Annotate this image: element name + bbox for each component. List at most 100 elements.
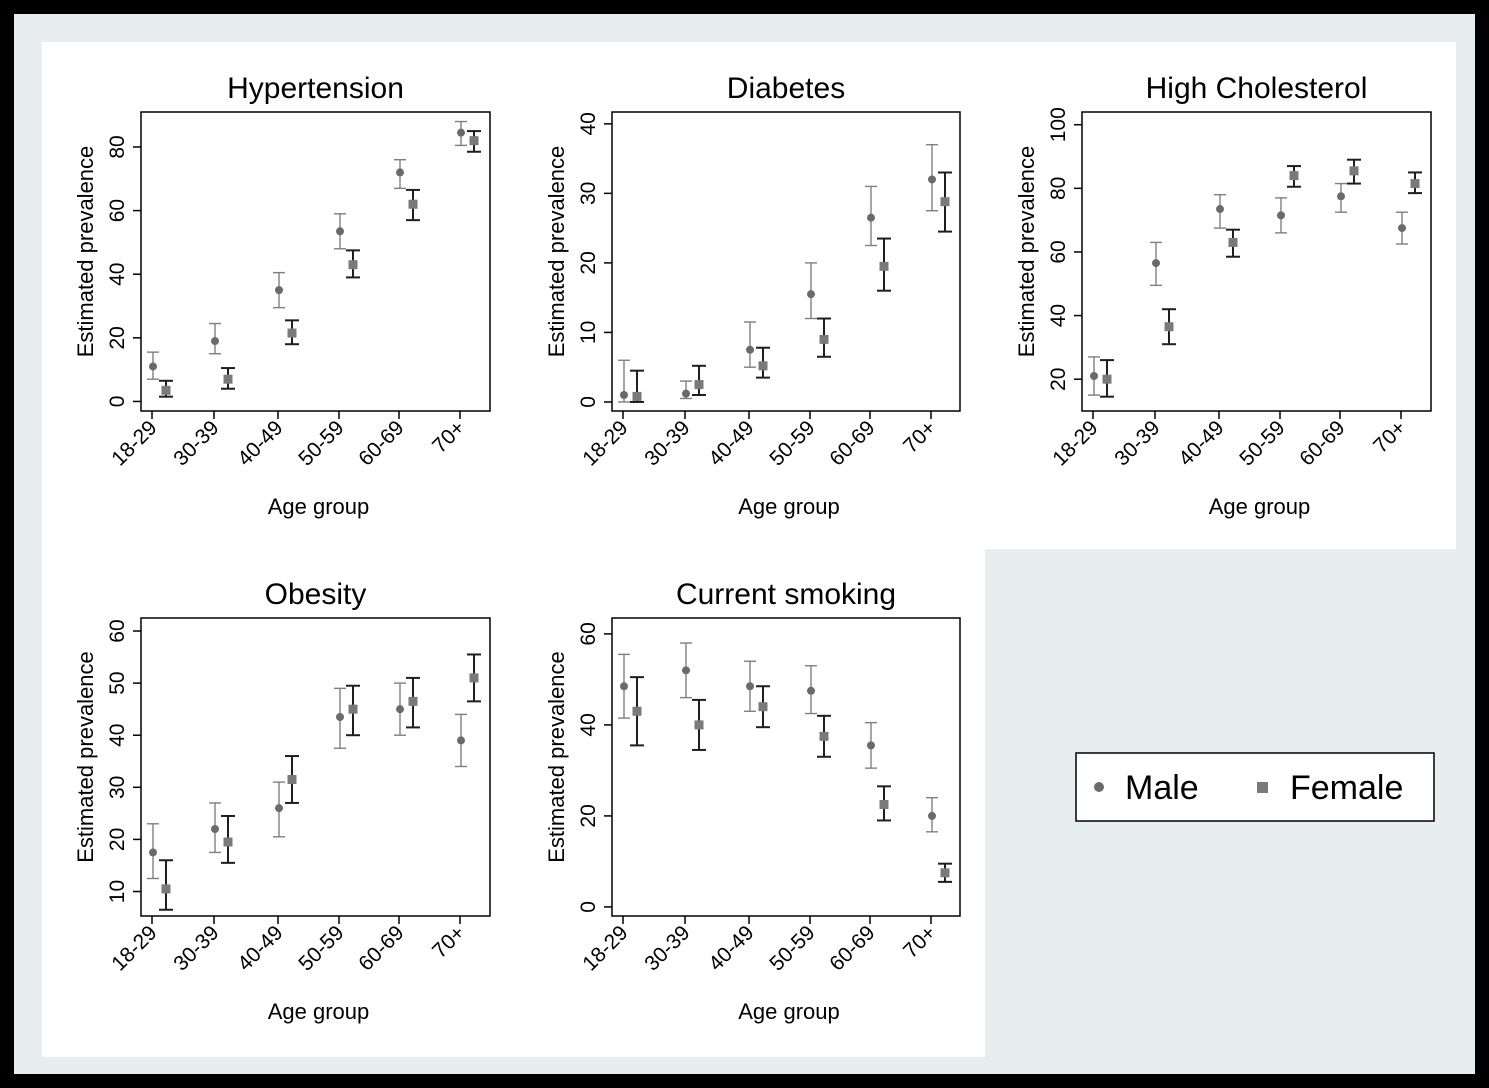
chart-title: Diabetes bbox=[727, 72, 845, 105]
y-tick-label: 50 bbox=[106, 671, 129, 694]
female-point bbox=[1349, 166, 1359, 176]
female-point bbox=[469, 136, 479, 146]
female-point bbox=[1289, 171, 1299, 181]
female-point bbox=[348, 704, 358, 714]
male-point bbox=[1216, 205, 1224, 214]
y-axis-label: Estimated prevalence bbox=[73, 146, 98, 358]
male-point bbox=[149, 362, 157, 371]
y-tick-label: 80 bbox=[1047, 177, 1070, 200]
chart-title: High Cholesterol bbox=[1146, 72, 1368, 105]
y-tick-label: 60 bbox=[577, 622, 600, 645]
female-point bbox=[758, 361, 768, 371]
male-point bbox=[620, 682, 628, 691]
y-axis-label: Estimated prevalence bbox=[544, 146, 569, 358]
y-axis-label: Estimated prevalence bbox=[1014, 146, 1039, 358]
female-point bbox=[348, 260, 358, 270]
chart-title: Hypertension bbox=[227, 72, 404, 105]
female-point bbox=[819, 731, 829, 741]
male-point bbox=[807, 686, 815, 695]
plot-area bbox=[611, 111, 961, 412]
y-axis-label: Estimated prevalence bbox=[73, 651, 98, 863]
y-tick-label: 40 bbox=[106, 263, 129, 286]
y-tick-label: 30 bbox=[106, 776, 129, 799]
y-tick-label: 60 bbox=[1047, 240, 1070, 263]
male-point bbox=[211, 824, 219, 833]
male-errorbar bbox=[744, 321, 756, 368]
y-axis-label: Estimated prevalence bbox=[544, 651, 569, 863]
male-point bbox=[682, 389, 690, 398]
y-tick-label: 100 bbox=[1047, 107, 1070, 142]
male-point bbox=[928, 811, 936, 820]
legend-female-marker bbox=[1257, 782, 1268, 793]
legend-male-label: Male bbox=[1125, 769, 1199, 807]
male-point bbox=[682, 666, 690, 675]
female-point bbox=[223, 837, 233, 847]
plot-area bbox=[140, 111, 491, 412]
male-point bbox=[457, 736, 465, 745]
plot-area bbox=[140, 617, 491, 917]
male-point bbox=[149, 848, 157, 857]
y-tick-label: 20 bbox=[577, 251, 600, 274]
plot-area bbox=[1081, 111, 1432, 412]
male-point bbox=[275, 286, 283, 295]
x-axis-label: Age group bbox=[738, 999, 840, 1024]
female-point bbox=[161, 884, 171, 894]
male-point bbox=[1277, 211, 1285, 220]
chart-title: Current smoking bbox=[676, 578, 896, 611]
male-point bbox=[336, 227, 344, 236]
male-point bbox=[1337, 192, 1345, 201]
female-point bbox=[940, 868, 950, 878]
y-tick-label: 40 bbox=[577, 112, 600, 135]
female-point bbox=[408, 696, 418, 706]
y-tick-label: 0 bbox=[106, 396, 129, 408]
y-tick-label: 20 bbox=[577, 804, 600, 827]
male-point bbox=[396, 705, 404, 714]
male-point bbox=[928, 175, 936, 184]
female-point bbox=[469, 673, 479, 683]
female-point bbox=[879, 261, 889, 271]
male-point bbox=[746, 345, 754, 354]
female-point bbox=[1410, 179, 1420, 189]
y-tick-label: 80 bbox=[106, 135, 129, 158]
x-axis-label: Age group bbox=[268, 999, 370, 1024]
y-tick-label: 10 bbox=[106, 880, 129, 903]
y-tick-label: 20 bbox=[1047, 368, 1070, 391]
x-axis-label: Age group bbox=[1209, 494, 1311, 519]
top-row-background bbox=[42, 42, 1456, 549]
female-point bbox=[1164, 322, 1174, 332]
y-tick-label: 20 bbox=[106, 326, 129, 349]
female-point bbox=[1228, 237, 1238, 247]
female-point bbox=[408, 199, 418, 209]
plot-area bbox=[611, 617, 961, 917]
female-point bbox=[161, 385, 171, 395]
y-tick-label: 40 bbox=[1047, 304, 1070, 327]
y-tick-label: 40 bbox=[106, 724, 129, 747]
female-point bbox=[758, 702, 768, 712]
male-point bbox=[457, 128, 465, 137]
female-point bbox=[694, 720, 704, 730]
female-point bbox=[287, 328, 297, 338]
male-point bbox=[396, 168, 404, 177]
legend-box bbox=[1075, 752, 1435, 822]
y-tick-label: 20 bbox=[106, 828, 129, 851]
female-point bbox=[879, 800, 889, 810]
y-tick-label: 0 bbox=[577, 396, 600, 408]
male-point bbox=[275, 804, 283, 813]
male-point bbox=[1398, 224, 1406, 233]
x-axis-label: Age group bbox=[738, 494, 840, 519]
y-tick-label: 60 bbox=[106, 619, 129, 642]
female-point bbox=[940, 197, 950, 207]
female-point bbox=[223, 374, 233, 384]
female-point bbox=[287, 775, 297, 785]
female-point bbox=[1102, 374, 1112, 384]
y-tick-label: 30 bbox=[577, 182, 600, 205]
legend-male-marker bbox=[1094, 782, 1104, 792]
male-point bbox=[620, 391, 628, 400]
male-point bbox=[746, 682, 754, 691]
male-point bbox=[1090, 372, 1098, 381]
legend: Male Female bbox=[1075, 752, 1435, 822]
y-tick-label: 10 bbox=[577, 321, 600, 344]
female-point bbox=[632, 391, 642, 401]
x-axis-label: Age group bbox=[268, 494, 370, 519]
